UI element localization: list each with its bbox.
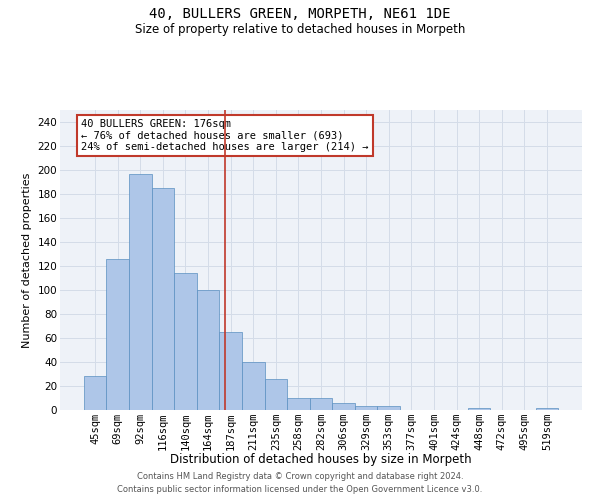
Bar — [84, 376, 106, 410]
Bar — [377, 406, 400, 410]
Bar — [355, 406, 377, 410]
Bar — [106, 259, 129, 410]
Text: Size of property relative to detached houses in Morpeth: Size of property relative to detached ho… — [135, 22, 465, 36]
Bar — [332, 403, 355, 410]
Bar — [129, 174, 152, 410]
Text: Distribution of detached houses by size in Morpeth: Distribution of detached houses by size … — [170, 452, 472, 466]
Text: Contains HM Land Registry data © Crown copyright and database right 2024.: Contains HM Land Registry data © Crown c… — [137, 472, 463, 481]
Bar — [287, 398, 310, 410]
Bar — [242, 362, 265, 410]
Bar — [310, 398, 332, 410]
Bar — [220, 332, 242, 410]
Bar — [197, 290, 220, 410]
Bar — [536, 408, 558, 410]
Text: Contains public sector information licensed under the Open Government Licence v3: Contains public sector information licen… — [118, 485, 482, 494]
Y-axis label: Number of detached properties: Number of detached properties — [22, 172, 32, 348]
Bar — [174, 273, 197, 410]
Text: 40 BULLERS GREEN: 176sqm
← 76% of detached houses are smaller (693)
24% of semi-: 40 BULLERS GREEN: 176sqm ← 76% of detach… — [81, 119, 368, 152]
Bar — [152, 188, 174, 410]
Bar — [265, 379, 287, 410]
Text: 40, BULLERS GREEN, MORPETH, NE61 1DE: 40, BULLERS GREEN, MORPETH, NE61 1DE — [149, 8, 451, 22]
Bar — [468, 408, 490, 410]
